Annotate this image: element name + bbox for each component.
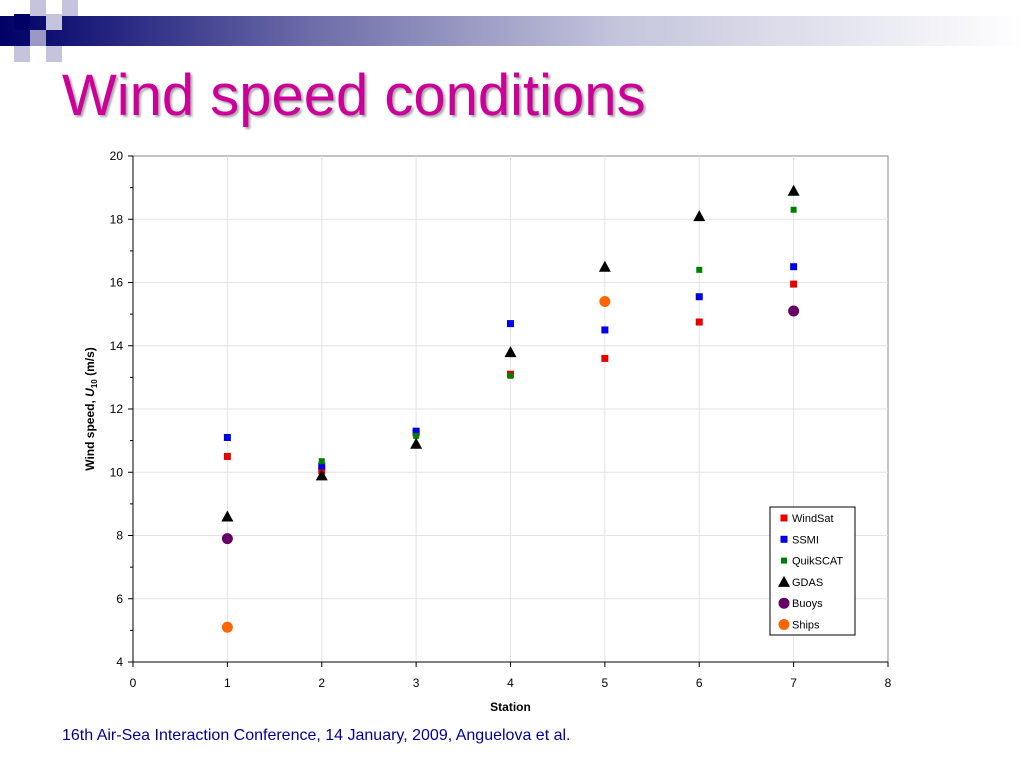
legend-marker-quikscat: [781, 557, 787, 564]
data-point-gdas: [221, 510, 234, 522]
data-point-quikscat: [318, 458, 325, 465]
y-axis-title: Wind speed, U10 (m/s): [83, 347, 99, 471]
data-point-ships: [599, 295, 611, 307]
series-gdas: [221, 184, 800, 522]
y-tick-label: 20: [110, 149, 124, 163]
series-buoys: [221, 305, 800, 545]
data-point-quikscat: [790, 206, 797, 213]
x-tick-label: 5: [602, 676, 609, 690]
corner-squares-decoration: [14, 0, 78, 62]
data-point-windsat: [695, 318, 703, 326]
x-tick-label: 4: [507, 676, 514, 690]
legend-label-ships: Ships: [792, 620, 820, 632]
y-tick-label: 4: [116, 655, 123, 669]
legend-label-buoys: Buoys: [792, 598, 823, 610]
series-ships: [221, 295, 611, 633]
data-point-windsat: [223, 452, 231, 460]
y-tick-label: 16: [110, 276, 124, 290]
y-tick-label: 14: [110, 339, 124, 353]
legend-label-windsat: WindSat: [792, 513, 834, 525]
x-tick-label: 8: [885, 676, 892, 690]
data-point-gdas: [787, 184, 800, 196]
series-quikscat: [318, 206, 797, 465]
data-point-gdas: [410, 437, 423, 449]
data-point-gdas: [504, 346, 517, 358]
legend-label-gdas: GDAS: [792, 577, 823, 589]
footer-citation: 16th Air-Sea Interaction Conference, 14 …: [62, 727, 571, 744]
data-point-ssmi: [223, 433, 231, 441]
header-gradient-band: [0, 16, 1024, 46]
x-tick-label: 2: [318, 676, 325, 690]
data-point-ssmi: [695, 293, 703, 301]
legend-box: [769, 506, 856, 636]
y-axis-title-text: Wind speed,: [83, 397, 97, 471]
slide-title: Wind speed conditions: [62, 63, 646, 128]
x-tick-label: 6: [696, 676, 703, 690]
data-point-gdas: [693, 210, 706, 222]
series-ssmi: [223, 263, 798, 470]
x-tick-label: 1: [224, 676, 231, 690]
y-tick-label: 12: [110, 402, 124, 416]
data-point-gdas: [598, 260, 611, 272]
data-point-quikscat: [413, 432, 420, 439]
data-point-buoys: [788, 305, 800, 317]
y-tick-label: 6: [116, 592, 123, 606]
data-point-windsat: [601, 354, 609, 362]
data-point-ssmi: [507, 320, 514, 328]
data-point-gdas: [315, 469, 328, 481]
legend-label-quikscat: QuikSCAT: [792, 556, 843, 568]
x-tick-label: 7: [790, 676, 797, 690]
y-axis-title-unit: (m/s): [83, 347, 97, 379]
data-point-ships: [221, 621, 233, 633]
data-point-quikscat: [696, 266, 703, 273]
data-point-buoys: [221, 533, 233, 545]
legend-marker-ships: [778, 619, 790, 630]
data-point-ssmi: [318, 462, 326, 470]
data-point-windsat: [790, 280, 798, 288]
legend-marker-gdas: [778, 575, 790, 587]
y-axis-title-symbol: U: [83, 388, 97, 397]
y-tick-label: 8: [116, 529, 123, 543]
x-axis-title: Station: [490, 700, 531, 714]
legend-marker-windsat: [780, 514, 788, 522]
data-point-ssmi: [601, 326, 609, 334]
x-tick-label: 3: [413, 676, 420, 690]
legend-marker-ssmi: [780, 535, 788, 543]
data-point-ssmi: [412, 427, 420, 435]
legend: WindSat SSMI QuikSCAT GDAS Buoys Ships: [769, 506, 856, 636]
data-point-quikscat: [507, 372, 514, 379]
data-point-ssmi: [790, 263, 798, 271]
y-tick-label: 18: [110, 212, 124, 226]
y-axis-title-subscript: 10: [90, 379, 99, 388]
legend-label-ssmi: SSMI: [792, 534, 819, 546]
legend-marker-buoys: [778, 597, 790, 609]
y-tick-label: 10: [110, 465, 124, 479]
x-tick-label: 0: [130, 676, 137, 690]
